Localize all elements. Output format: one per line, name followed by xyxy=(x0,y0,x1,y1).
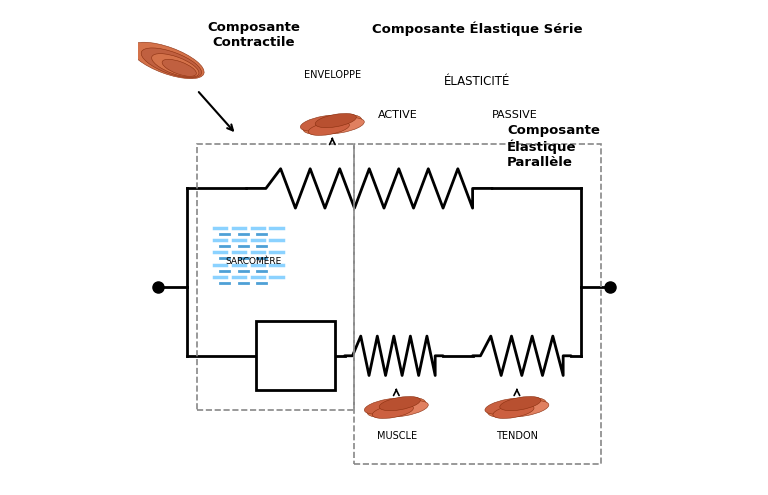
Ellipse shape xyxy=(141,48,201,78)
FancyBboxPatch shape xyxy=(256,321,335,390)
Ellipse shape xyxy=(379,396,420,411)
Ellipse shape xyxy=(500,396,541,411)
Text: Composante
Élastique
Parallèle: Composante Élastique Parallèle xyxy=(507,124,600,169)
Text: ACTIVE: ACTIVE xyxy=(377,110,417,120)
Ellipse shape xyxy=(372,404,413,418)
Text: SARCOMÈRE: SARCOMÈRE xyxy=(226,257,282,266)
Ellipse shape xyxy=(151,53,199,77)
Ellipse shape xyxy=(315,113,356,128)
Ellipse shape xyxy=(303,114,362,135)
Ellipse shape xyxy=(364,398,412,414)
Ellipse shape xyxy=(317,118,364,134)
Text: ÉLASTICITÉ: ÉLASTICITÉ xyxy=(445,75,511,88)
Ellipse shape xyxy=(308,121,349,136)
Text: TENDON: TENDON xyxy=(496,431,538,441)
Text: Composante
Contractile: Composante Contractile xyxy=(207,21,300,49)
Ellipse shape xyxy=(485,398,532,414)
Text: ENVELOPPE: ENVELOPPE xyxy=(304,70,361,80)
Ellipse shape xyxy=(162,59,197,76)
Text: MUSCLE: MUSCLE xyxy=(377,431,417,441)
Ellipse shape xyxy=(381,400,429,417)
Ellipse shape xyxy=(493,404,534,418)
Ellipse shape xyxy=(131,42,204,79)
Text: Composante Élastique Série: Composante Élastique Série xyxy=(372,21,583,36)
Text: PASSIVE: PASSIVE xyxy=(492,110,538,120)
Ellipse shape xyxy=(367,397,425,418)
Ellipse shape xyxy=(300,115,347,131)
Ellipse shape xyxy=(502,400,549,417)
Ellipse shape xyxy=(488,397,546,418)
